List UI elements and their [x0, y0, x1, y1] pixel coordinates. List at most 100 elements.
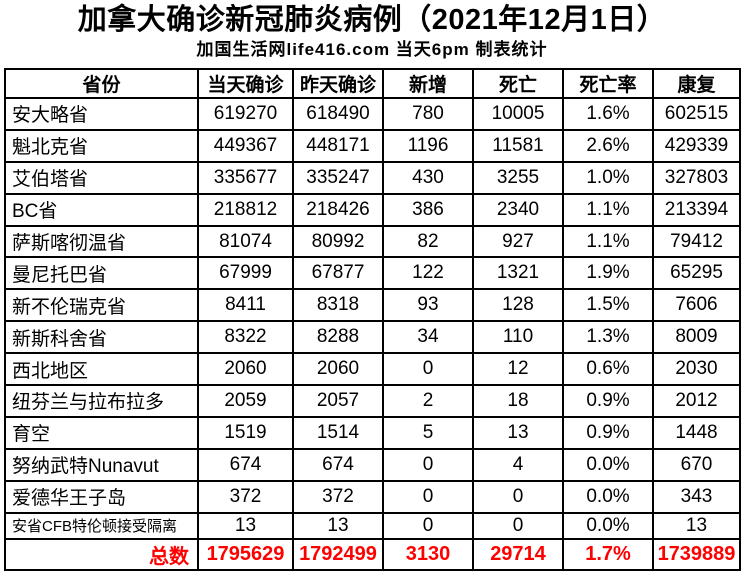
page-title: 加拿大确诊新冠肺炎病例（2021年12月1日） [77, 4, 667, 36]
cell-new-cases: 5 [382, 415, 474, 450]
cell-province: 萨斯喀彻温省 [4, 224, 199, 259]
cell-yesterday-confirmed: 2060 [292, 352, 384, 387]
cell-today-confirmed: 67999 [197, 256, 294, 291]
total-new-cases: 3130 [382, 538, 474, 571]
cell-today-confirmed: 335677 [197, 160, 294, 195]
cell-province: 纽芬兰与拉布拉多 [4, 384, 199, 418]
cell-today-confirmed: 8322 [197, 320, 294, 355]
cell-today-confirmed: 2059 [197, 384, 294, 418]
cell-death-rate: 1.3% [562, 320, 654, 355]
cell-new-cases: 82 [382, 224, 474, 259]
cell-province: 努纳武特Nunavut [4, 447, 199, 482]
cell-today-confirmed: 449367 [197, 128, 294, 163]
header-death-rate: 死亡率 [562, 68, 654, 99]
total-yesterday-confirmed: 1792499 [292, 538, 384, 571]
total-row: 总数 1795629 1792499 3130 29714 1.7% 17398… [4, 538, 741, 571]
cell-death-rate: 1.0% [562, 160, 654, 195]
cell-today-confirmed: 619270 [197, 97, 294, 131]
cell-province: 魁北克省 [4, 128, 199, 163]
cell-deaths: 0 [472, 511, 564, 541]
table-row: 魁北克省 449367 448171 1196 11581 2.6% 42933… [4, 128, 741, 163]
cell-province: 新不伦瑞克省 [4, 288, 199, 323]
cell-today-confirmed: 674 [197, 447, 294, 482]
header-province: 省份 [4, 68, 199, 99]
cell-new-cases: 93 [382, 288, 474, 323]
table-row: 安省CFB特伦顿接受隔离 13 13 0 0 0.0% 13 [4, 511, 741, 541]
cell-province: 艾伯塔省 [4, 160, 199, 195]
cell-death-rate: 1.6% [562, 97, 654, 131]
cell-death-rate: 0.9% [562, 415, 654, 450]
cell-deaths: 3255 [472, 160, 564, 195]
total-today-confirmed: 1795629 [197, 538, 294, 571]
cell-recovered: 2012 [652, 384, 741, 418]
header-today-confirmed: 当天确诊 [197, 68, 294, 99]
cell-yesterday-confirmed: 372 [292, 479, 384, 514]
cell-death-rate: 0.0% [562, 479, 654, 514]
cell-recovered: 13 [652, 511, 741, 541]
cell-deaths: 4 [472, 447, 564, 482]
cell-recovered: 213394 [652, 192, 741, 227]
cell-recovered: 343 [652, 479, 741, 514]
total-label: 总数 [4, 538, 199, 571]
cell-death-rate: 2.6% [562, 128, 654, 163]
header-yesterday-confirmed: 昨天确诊 [292, 68, 384, 99]
cell-death-rate: 0.6% [562, 352, 654, 387]
total-death-rate: 1.7% [562, 538, 654, 571]
table-row: 萨斯喀彻温省 81074 80992 82 927 1.1% 79412 [4, 224, 741, 259]
cell-new-cases: 0 [382, 447, 474, 482]
cell-today-confirmed: 1519 [197, 415, 294, 450]
cell-recovered: 2030 [652, 352, 741, 387]
cell-new-cases: 122 [382, 256, 474, 291]
cell-new-cases: 34 [382, 320, 474, 355]
cell-yesterday-confirmed: 1514 [292, 415, 384, 450]
covid-table: 省份 当天确诊 昨天确诊 新增 死亡 死亡率 康复 安大略省 619270 61… [4, 68, 741, 571]
table-row: 爱德华王子岛 372 372 0 0 0.0% 343 [4, 479, 741, 514]
cell-deaths: 110 [472, 320, 564, 355]
header-row: 省份 当天确诊 昨天确诊 新增 死亡 死亡率 康复 [4, 68, 741, 99]
cell-today-confirmed: 81074 [197, 224, 294, 259]
cell-today-confirmed: 218812 [197, 192, 294, 227]
cell-province: 爱德华王子岛 [4, 479, 199, 514]
cell-deaths: 11581 [472, 128, 564, 163]
cell-new-cases: 0 [382, 352, 474, 387]
cell-province: 安省CFB特伦顿接受隔离 [4, 511, 199, 541]
table-row: 西北地区 2060 2060 0 12 0.6% 2030 [4, 352, 741, 387]
table-row: 新不伦瑞克省 8411 8318 93 128 1.5% 7606 [4, 288, 741, 323]
table-row: 新斯科舍省 8322 8288 34 110 1.3% 8009 [4, 320, 741, 355]
subtitle: 加国生活网life416.com 当天6pm 制表统计 [196, 40, 548, 59]
cell-yesterday-confirmed: 218426 [292, 192, 384, 227]
total-recovered: 1739889 [652, 538, 741, 571]
cell-deaths: 2340 [472, 192, 564, 227]
cell-new-cases: 780 [382, 97, 474, 131]
cell-province: 育空 [4, 415, 199, 450]
cell-yesterday-confirmed: 2057 [292, 384, 384, 418]
cell-today-confirmed: 8411 [197, 288, 294, 323]
cell-yesterday-confirmed: 8288 [292, 320, 384, 355]
cell-today-confirmed: 13 [197, 511, 294, 541]
cell-recovered: 8009 [652, 320, 741, 355]
cell-new-cases: 430 [382, 160, 474, 195]
cell-recovered: 670 [652, 447, 741, 482]
table-row: 育空 1519 1514 5 13 0.9% 1448 [4, 415, 741, 450]
cell-province: 新斯科舍省 [4, 320, 199, 355]
cell-deaths: 128 [472, 288, 564, 323]
cell-recovered: 79412 [652, 224, 741, 259]
cell-death-rate: 1.1% [562, 224, 654, 259]
cell-deaths: 10005 [472, 97, 564, 131]
header-deaths: 死亡 [472, 68, 564, 99]
cell-yesterday-confirmed: 67877 [292, 256, 384, 291]
table-row: 曼尼托巴省 67999 67877 122 1321 1.9% 65295 [4, 256, 741, 291]
table-row: 努纳武特Nunavut 674 674 0 4 0.0% 670 [4, 447, 741, 482]
table-row: 艾伯塔省 335677 335247 430 3255 1.0% 327803 [4, 160, 741, 195]
cell-death-rate: 0.0% [562, 447, 654, 482]
header-new-cases: 新增 [382, 68, 474, 99]
cell-recovered: 65295 [652, 256, 741, 291]
cell-recovered: 327803 [652, 160, 741, 195]
header-recovered: 康复 [652, 68, 741, 99]
cell-recovered: 7606 [652, 288, 741, 323]
cell-death-rate: 0.0% [562, 511, 654, 541]
cell-province: 安大略省 [4, 97, 199, 131]
cell-death-rate: 1.9% [562, 256, 654, 291]
cell-new-cases: 2 [382, 384, 474, 418]
